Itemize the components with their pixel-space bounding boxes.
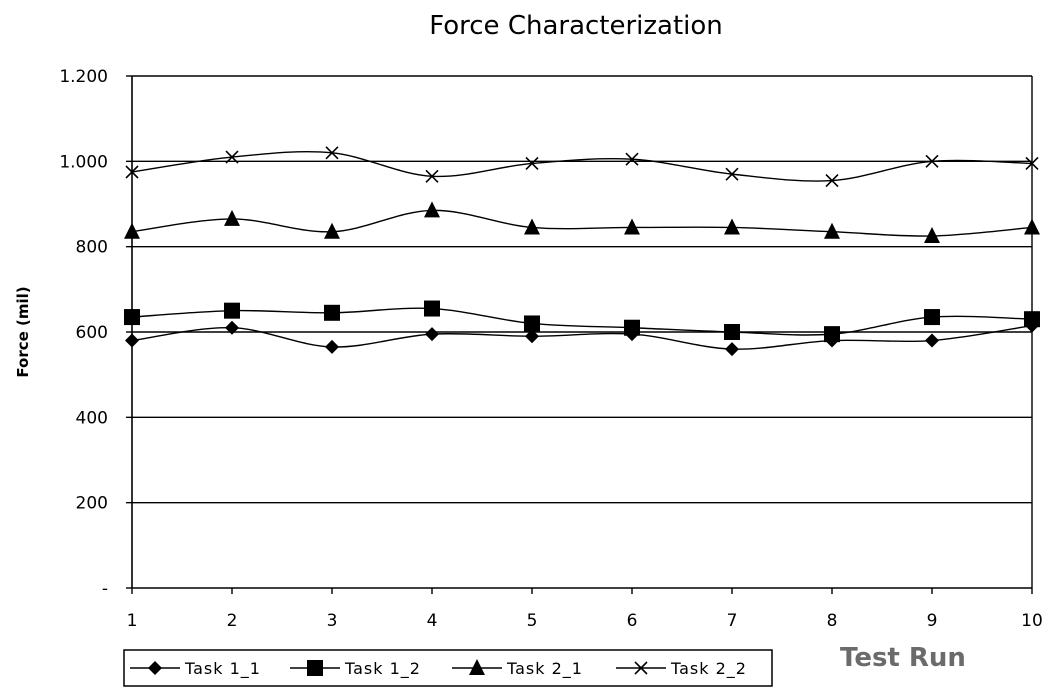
data-point-task-1-1 [725, 342, 739, 357]
data-point-task-2-2 [225, 150, 239, 164]
legend-marker-task-1-2 [307, 660, 323, 676]
data-point-task-2-1 [524, 218, 540, 235]
x-tick-label: 3 [327, 611, 338, 631]
data-point-task-2-2 [525, 156, 539, 171]
data-point-task-1-2 [124, 309, 140, 326]
series-line-task-1-1 [131, 324, 1033, 350]
legend-item-task-2-1: Task 2_1 [452, 659, 583, 679]
legend-item-task-2-2: Task 2_2 [616, 659, 747, 679]
data-point-task-1-2 [224, 302, 240, 319]
data-point-task-2-2 [925, 154, 939, 168]
data-point-task-2-2 [425, 169, 439, 183]
y-tick-label: 400 [76, 408, 108, 428]
legend-label: Task 2_1 [506, 659, 583, 679]
gridlines [132, 75, 1032, 504]
y-tick-label: - [102, 579, 108, 599]
data-point-task-1-1 [125, 333, 139, 348]
data-point-task-1-1 [925, 333, 939, 348]
legend-item-task-1-1: Task 1_1 [130, 659, 261, 679]
data-point-task-1-2 [724, 324, 740, 340]
chart-title: Force Characterization [429, 11, 723, 41]
data-point-task-1-1 [425, 327, 439, 342]
data-point-task-1-2 [1024, 311, 1040, 328]
x-tick-label: 1 [127, 611, 138, 631]
data-point-task-2-1 [724, 218, 740, 235]
data-point-task-2-1 [824, 222, 840, 239]
x-tick-label: 9 [927, 611, 938, 631]
legend-item-task-1-2: Task 1_2 [290, 659, 421, 679]
x-axis-label: Test Run [840, 643, 966, 673]
data-point-task-1-2 [624, 319, 640, 336]
data-point-task-1-1 [525, 329, 539, 344]
series-line-task-2-2 [131, 150, 1033, 182]
legend: Task 1_1 Task 1_2 Task 2_1 Task 2_2 [123, 649, 773, 687]
series-task-2-1 [124, 201, 1040, 243]
data-point-task-2-1 [224, 209, 240, 226]
x-tick-label: 5 [527, 611, 538, 631]
legend-marker-task-1-1 [148, 661, 162, 675]
data-point-task-2-1 [124, 222, 140, 239]
series-task-1-2 [124, 300, 1040, 343]
data-point-task-2-1 [624, 218, 640, 235]
y-tick-label: 800 [76, 238, 108, 258]
x-tick-label: 6 [627, 611, 638, 631]
series-line-task-1-2 [131, 307, 1033, 336]
series-line-task-2-1 [131, 209, 1033, 237]
x-tick-label: 10 [1021, 611, 1043, 631]
x-tick-label: 2 [227, 611, 238, 631]
data-series [124, 146, 1040, 357]
data-point-task-2-2 [125, 165, 139, 179]
y-tick-label: 1.000 [59, 152, 108, 172]
data-point-task-2-1 [1024, 218, 1040, 235]
data-point-task-1-1 [325, 339, 339, 354]
data-point-task-2-2 [825, 173, 839, 188]
data-point-task-2-2 [725, 167, 739, 181]
y-axis-label: Force (mil) [14, 286, 32, 377]
data-point-task-2-2 [625, 152, 639, 166]
data-point-task-1-1 [225, 320, 239, 335]
y-tick-label: 1.200 [59, 67, 108, 87]
series-task-1-1 [125, 318, 1039, 357]
legend-label: Task 1_1 [184, 659, 261, 679]
x-tick-label: 8 [827, 611, 838, 631]
x-tick-labels: 1 2 3 4 5 6 7 8 9 10 [127, 611, 1043, 631]
legend-marker-task-2-1 [469, 659, 485, 675]
series-task-2-2 [125, 146, 1039, 188]
data-point-task-2-2 [325, 146, 339, 160]
data-point-task-1-2 [824, 326, 840, 343]
data-point-task-2-1 [424, 201, 440, 218]
data-point-task-1-2 [324, 304, 340, 321]
data-point-task-1-2 [524, 315, 540, 332]
x-tick-label: 4 [427, 611, 438, 631]
legend-label: Task 2_2 [670, 659, 747, 679]
data-point-task-1-2 [424, 300, 440, 317]
y-tick-label: 600 [76, 323, 108, 343]
y-tick-labels: - 200 400 600 800 1.000 1.200 [59, 67, 108, 599]
x-tick-label: 7 [727, 611, 738, 631]
data-point-task-2-1 [324, 222, 340, 239]
data-point-task-1-2 [924, 309, 940, 326]
legend-marker-task-2-2 [634, 661, 648, 675]
data-point-task-2-2 [1025, 156, 1039, 171]
data-point-task-2-1 [924, 227, 940, 243]
legend-label: Task 1_2 [344, 659, 421, 679]
y-tick-label: 200 [76, 494, 108, 514]
